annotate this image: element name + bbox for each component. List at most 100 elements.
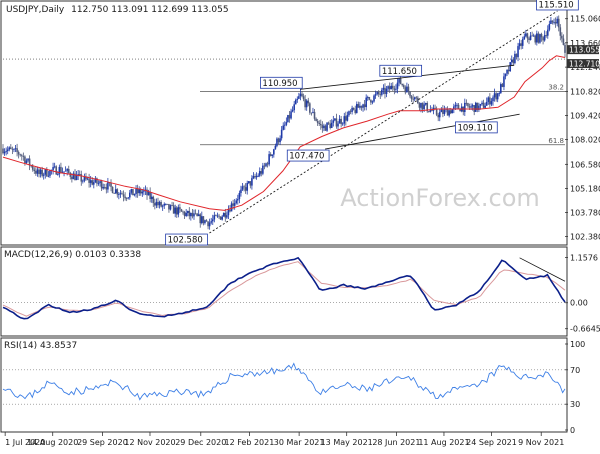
candle-body-228 <box>359 105 361 108</box>
candle-body-318 <box>500 84 502 94</box>
candle-body-225 <box>354 109 357 113</box>
candle-body-58 <box>92 182 95 185</box>
rsi-panel <box>0 337 568 433</box>
candle-body-343 <box>539 34 541 43</box>
candle-body-156 <box>246 182 249 191</box>
candle-body-158 <box>249 181 252 186</box>
candle-body-113 <box>179 207 181 210</box>
candle-body-186 <box>293 104 295 111</box>
candle-body-217 <box>341 123 344 125</box>
candle-body-208 <box>327 122 330 124</box>
candle-body-7 <box>13 148 15 150</box>
watermark: ActionForex.com <box>340 184 540 212</box>
trendline-0 <box>300 64 515 90</box>
candle-body-192 <box>302 96 305 100</box>
price-title: USDJPY,Daily 112.750 113.091 112.699 113… <box>6 5 229 15</box>
candle-body-268 <box>421 102 424 110</box>
candle-body-246 <box>387 86 389 89</box>
candle-body-309 <box>485 101 488 106</box>
candle-body-259 <box>407 86 410 92</box>
candle-body-250 <box>393 88 396 90</box>
candle-body-320 <box>503 76 505 87</box>
candle-body-14 <box>24 156 26 164</box>
candle-body-321 <box>504 73 507 77</box>
candle-body-215 <box>338 118 341 124</box>
candle-body-242 <box>381 89 383 95</box>
candle-body-93 <box>147 191 150 196</box>
annotations: 38.2 61.8 115.510 111.650 110.950 107.470 109.… <box>165 0 579 246</box>
candle-body-123 <box>194 213 197 215</box>
candle-body-132 <box>208 222 211 227</box>
candle-body-328 <box>515 53 518 58</box>
candle-body-332 <box>521 39 524 46</box>
candle-body-243 <box>382 87 385 90</box>
candle-body-206 <box>324 125 327 131</box>
candle-body-127 <box>201 216 203 224</box>
candle-body-161 <box>254 176 256 178</box>
candle-body-312 <box>490 101 493 105</box>
candle-body-176 <box>277 138 280 143</box>
x-tick-label-6: 30 Mar 2021 <box>274 438 325 447</box>
candle-body-355 <box>557 18 560 28</box>
candle-body-232 <box>365 97 367 108</box>
candle-body-184 <box>290 111 292 119</box>
candle-body-325 <box>510 59 513 63</box>
candle-body-112 <box>177 207 180 215</box>
candle-body-342 <box>537 33 540 43</box>
candle-body-189 <box>298 96 300 99</box>
swing-label-box-1 <box>379 64 423 77</box>
candle-body-174 <box>274 145 277 150</box>
candle-body-334 <box>525 33 527 37</box>
candle-body-104 <box>165 203 167 205</box>
x-tick-label-11: 9 Nov 2021 <box>518 438 564 447</box>
candle-body-191 <box>301 93 303 97</box>
candle-body-235 <box>370 99 372 103</box>
candle-body-74 <box>118 194 120 195</box>
candle-body-171 <box>269 154 272 156</box>
candle-body-4 <box>8 147 11 150</box>
candle-body-142 <box>224 212 227 218</box>
candle-body-34 <box>55 166 58 175</box>
candle-body-106 <box>168 204 170 210</box>
candle-body-0 <box>2 148 4 154</box>
candle-body-135 <box>213 215 216 220</box>
candle-body-187 <box>294 99 297 105</box>
candle-body-203 <box>319 123 322 126</box>
candle-body-40 <box>64 170 67 172</box>
candle-body-166 <box>262 165 264 174</box>
x-tick-label-8: 28 Jun 2021 <box>372 438 420 447</box>
current-price-box-0 <box>567 45 599 55</box>
candle-body-51 <box>82 180 84 182</box>
candle-body-210 <box>330 122 333 129</box>
candle-body-54 <box>86 178 89 180</box>
candle-body-357 <box>561 35 563 39</box>
candle-body-100 <box>158 201 161 206</box>
candle-body-290 <box>456 104 458 106</box>
x-tick-label-3: 12 Nov 2020 <box>124 438 175 447</box>
candle-body-33 <box>53 166 56 168</box>
x-tick-label-5: 12 Feb 2021 <box>225 438 275 447</box>
candle-body-145 <box>229 209 231 212</box>
candle-body-218 <box>343 116 346 124</box>
candle-body-349 <box>548 23 551 30</box>
candle-body-21 <box>35 170 37 174</box>
candle-body-222 <box>349 111 352 113</box>
candle-body-288 <box>453 106 455 110</box>
candle-body-155 <box>244 187 247 191</box>
candle-body-249 <box>391 85 394 89</box>
swing-label-box-4 <box>455 121 498 134</box>
candle-body-55 <box>88 178 90 183</box>
candle-body-236 <box>371 101 374 103</box>
candle-body-253 <box>398 78 400 83</box>
candle-body-159 <box>251 178 253 186</box>
candle-body-291 <box>457 104 460 109</box>
candle-body-97 <box>154 203 156 206</box>
price-series <box>2 15 566 230</box>
candle-body-352 <box>553 22 555 23</box>
candle-body-163 <box>257 175 259 177</box>
candle-body-238 <box>374 94 377 96</box>
candle-body-129 <box>204 220 206 224</box>
candle-body-90 <box>143 190 145 192</box>
candle-body-134 <box>211 219 214 222</box>
candle-body-255 <box>401 83 403 86</box>
